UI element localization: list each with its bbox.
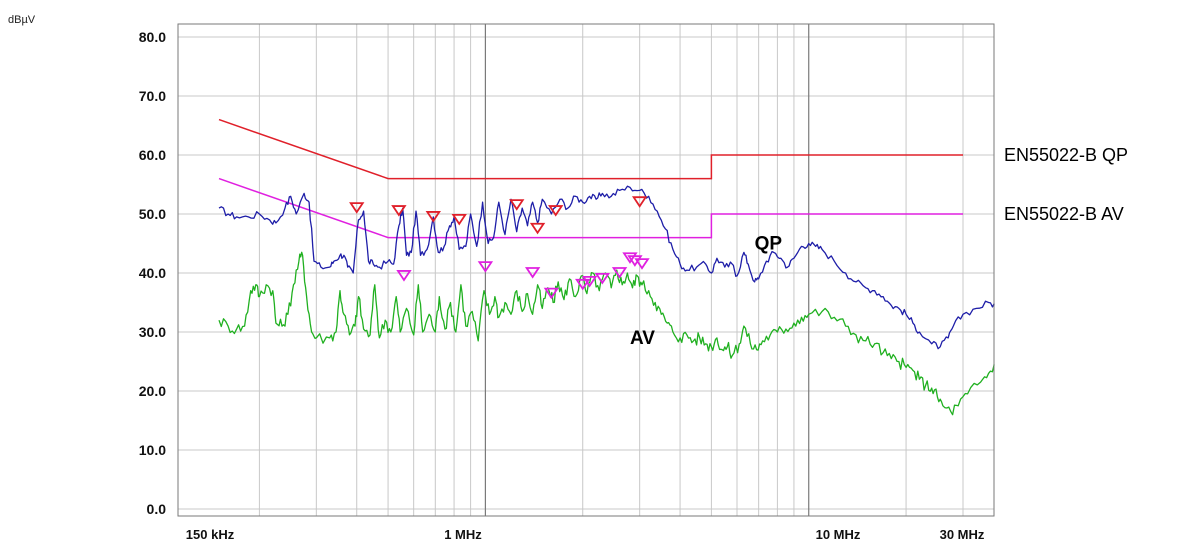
av-peak-marker xyxy=(396,270,412,282)
x-tick-label: 10 MHz xyxy=(816,527,861,542)
y-tick-label: 60.0 xyxy=(139,147,166,163)
chart-labels: EN55022-B QP EN55022-B AV QP AV xyxy=(630,145,1128,349)
peak-markers xyxy=(349,196,650,300)
av-peak-marker xyxy=(575,278,591,291)
limit-line-qp xyxy=(218,118,963,180)
series-traces xyxy=(218,185,995,416)
trace-av xyxy=(218,251,995,416)
qp-peak-marker xyxy=(451,213,467,226)
y-tick-labels: 80.0 70.0 60.0 50.0 40.0 30.0 20.0 10.0 0.0 xyxy=(139,29,166,517)
y-tick-label: 0.0 xyxy=(147,501,167,517)
av-peak-marker xyxy=(581,275,598,288)
qp-peak-marker xyxy=(529,222,546,235)
limit-label-av: EN55022-B AV xyxy=(1004,204,1124,224)
av-peak-marker xyxy=(622,252,638,264)
x-tick-label: 150 kHz xyxy=(186,527,235,542)
limit-label-qp: EN55022-B QP xyxy=(1004,145,1128,165)
limit-lines xyxy=(218,118,963,239)
qp-peak-marker xyxy=(391,205,407,217)
av-peak-marker xyxy=(477,261,494,273)
y-tick-label: 30.0 xyxy=(139,324,166,340)
trace-annotation-av: AV xyxy=(630,328,655,349)
av-peak-marker xyxy=(611,267,628,279)
x-tick-label: 30 MHz xyxy=(940,527,985,542)
qp-peak-marker xyxy=(548,205,564,217)
x-tick-labels: 150 kHz 1 MHz 10 MHz 30 MHz xyxy=(186,527,985,542)
av-peak-marker xyxy=(543,287,560,300)
y-tick-label: 40.0 xyxy=(139,265,166,281)
y-tick-label: 70.0 xyxy=(139,88,166,104)
grid xyxy=(178,24,994,516)
trace-annotation-qp: QP xyxy=(755,233,783,254)
y-tick-label: 10.0 xyxy=(139,442,166,458)
qp-peak-marker xyxy=(509,199,525,211)
plot-frame xyxy=(177,23,995,517)
y-axis-unit-label: dBµV xyxy=(8,14,36,26)
y-tick-label: 50.0 xyxy=(139,206,166,222)
av-peak-marker xyxy=(594,272,611,285)
y-tick-label: 80.0 xyxy=(139,29,166,45)
av-peak-marker xyxy=(524,267,541,279)
qp-peak-marker xyxy=(425,211,441,223)
limit-line-av xyxy=(218,177,963,239)
x-tick-label: 1 MHz xyxy=(444,527,482,542)
qp-peak-marker xyxy=(349,202,365,214)
qp-peak-marker xyxy=(631,196,648,208)
av-peak-marker xyxy=(634,258,650,270)
trace-qp xyxy=(218,185,995,350)
y-tick-label: 20.0 xyxy=(139,383,166,399)
